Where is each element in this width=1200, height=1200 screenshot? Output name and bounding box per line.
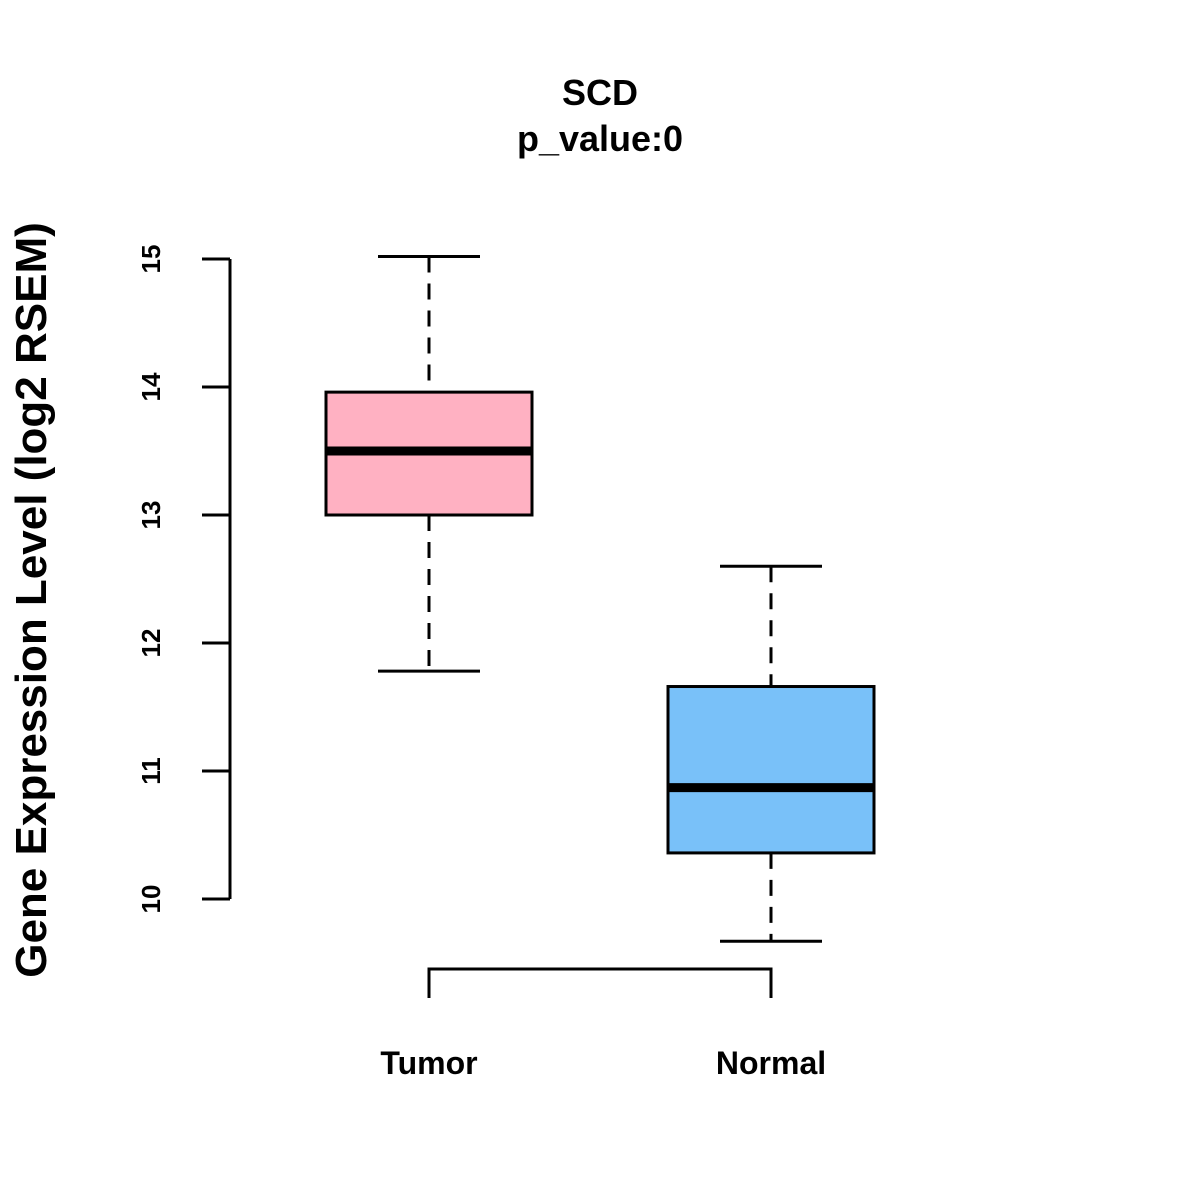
x-axis-labels: Tumor Normal [380,1045,826,1081]
chart-subtitle: p_value:0 [517,118,683,159]
x-label-normal: Normal [716,1045,826,1081]
y-axis-label: Gene Expression Level (log2 RSEM) [7,222,56,978]
y-tick-label-10: 10 [136,885,166,914]
box-body-normal [666,685,876,855]
bracket-line [427,967,773,998]
boxes-group [324,254,876,943]
y-tick-label-13: 13 [136,501,166,530]
y-tick-label-15: 15 [136,245,166,274]
y-axis: 10 11 12 13 14 15 [136,245,232,914]
x-label-tumor: Tumor [380,1045,477,1081]
y-tick-label-12: 12 [136,629,166,658]
comparison-bracket [427,967,773,998]
chart-title: SCD [562,72,638,113]
box-normal [666,564,876,943]
y-tick-label-14: 14 [136,372,166,401]
y-tick-label-11: 11 [136,757,166,785]
box-tumor [324,254,534,673]
